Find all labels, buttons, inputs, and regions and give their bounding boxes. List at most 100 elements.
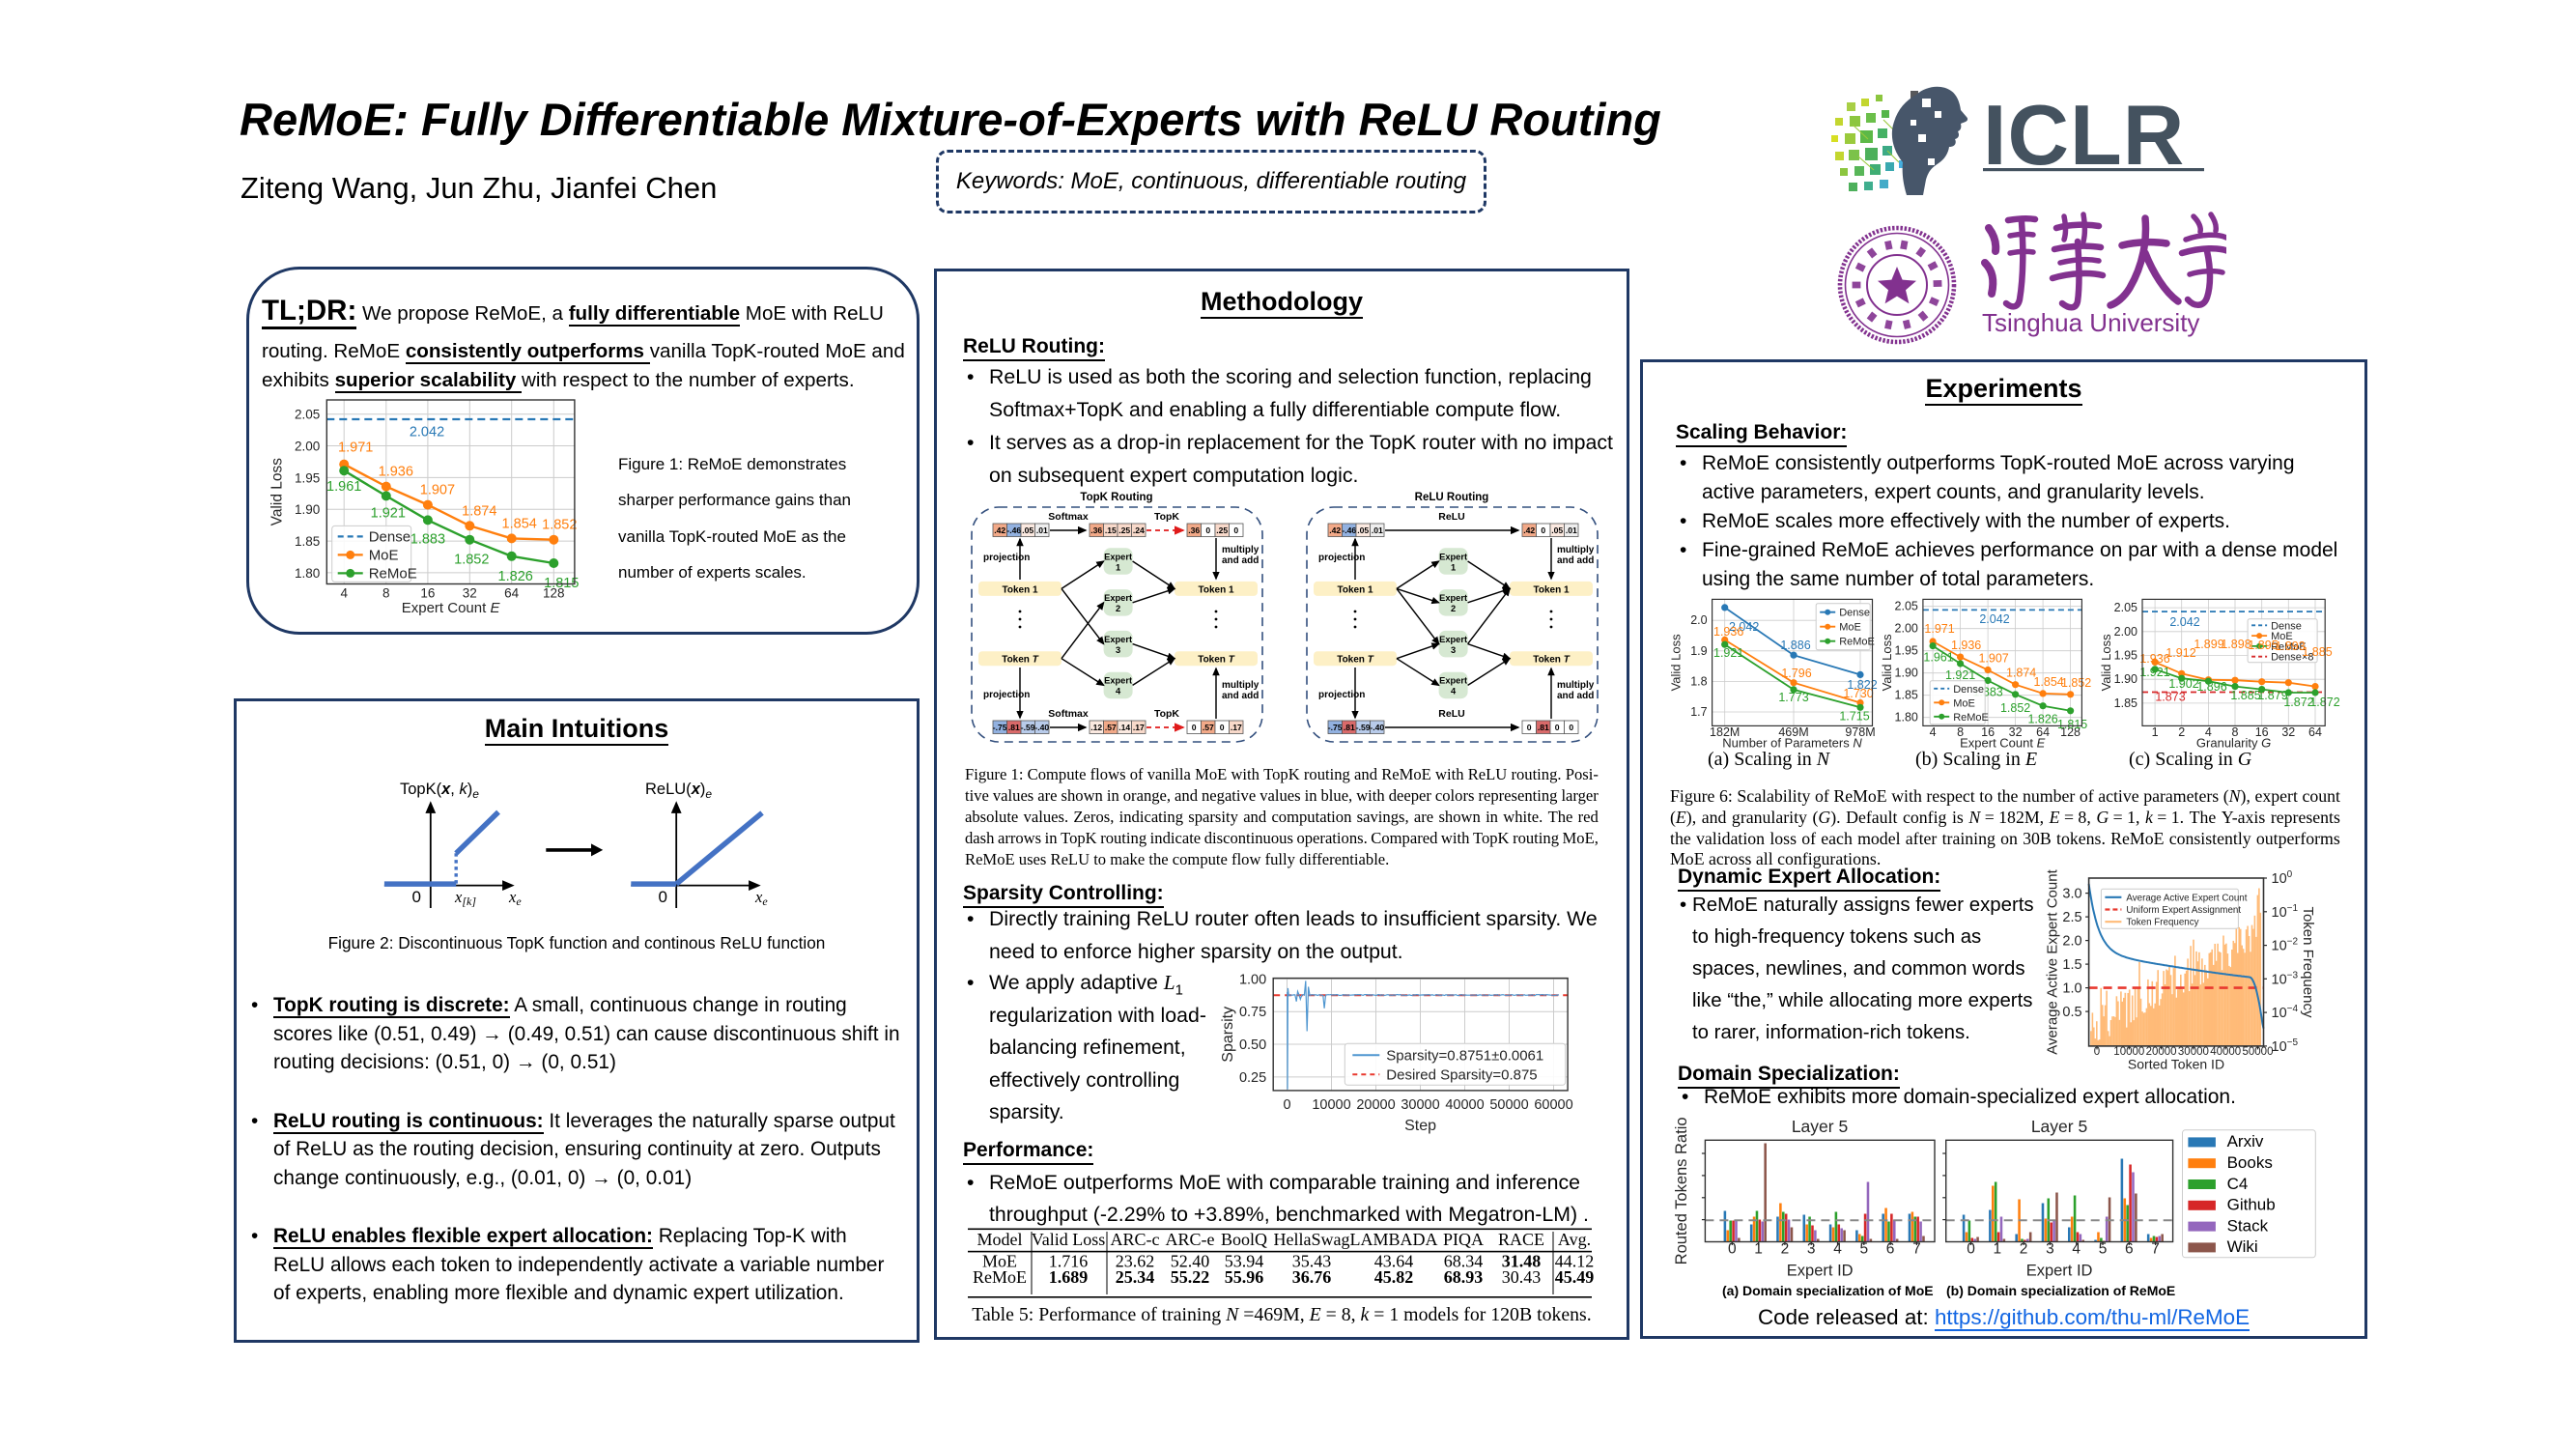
svg-text:projection: projection	[983, 553, 1030, 563]
svg-text:1.90: 1.90	[2114, 672, 2137, 686]
svg-text:-.46: -.46	[1342, 526, 1356, 535]
svg-text:1.689: 1.689	[1049, 1267, 1089, 1287]
svg-text:23.62: 23.62	[1116, 1252, 1155, 1271]
svg-text:10−2: 10−2	[2272, 937, 2299, 954]
svg-text:40000: 40000	[1445, 1097, 1484, 1113]
svg-text:10−4: 10−4	[2272, 1004, 2299, 1021]
svg-text:Expert: Expert	[1104, 635, 1132, 644]
svg-text:1.898: 1.898	[2221, 638, 2250, 651]
svg-text:.81: .81	[1008, 723, 1020, 732]
svg-text:4: 4	[1451, 687, 1457, 696]
svg-text:MoE: MoE	[369, 547, 399, 563]
svg-text:4: 4	[1116, 687, 1121, 696]
svg-text:Expert: Expert	[1104, 593, 1132, 603]
svg-text:Wiki: Wiki	[2227, 1237, 2258, 1256]
svg-text:2.00: 2.00	[2114, 625, 2137, 639]
svg-text:ICLR: ICLR	[1983, 87, 2185, 183]
svg-text:0.50: 0.50	[1239, 1037, 1266, 1053]
svg-text:32: 32	[2009, 725, 2023, 739]
svg-text:.42: .42	[994, 526, 1005, 535]
svg-text:Dense: Dense	[2271, 620, 2302, 632]
svg-text:1.879: 1.879	[2257, 689, 2287, 702]
svg-text:1.5: 1.5	[2062, 957, 2081, 973]
svg-text:1.921: 1.921	[371, 505, 406, 521]
svg-text:1.893: 1.893	[2275, 639, 2305, 653]
svg-text:ReMoE: ReMoE	[973, 1267, 1027, 1287]
svg-text:ReLU(x)e: ReLU(x)e	[645, 781, 712, 801]
svg-text:1.715: 1.715	[1839, 710, 1869, 724]
svg-text:ARC-c: ARC-c	[1111, 1230, 1160, 1249]
svg-text:7: 7	[2151, 1241, 2160, 1258]
svg-text:6: 6	[2125, 1241, 2134, 1258]
svg-text:1.85: 1.85	[295, 534, 320, 549]
svg-text:-.46: -.46	[1006, 526, 1021, 535]
svg-text:Token Frequency: Token Frequency	[2126, 918, 2198, 928]
svg-text:978M: 978M	[1845, 725, 1875, 739]
svg-text:Token T: Token T	[1002, 655, 1038, 666]
svg-text:2.05: 2.05	[2114, 601, 2137, 614]
svg-text:-.59: -.59	[1021, 723, 1035, 732]
svg-text:xe: xe	[508, 888, 522, 908]
svg-text:0: 0	[1192, 723, 1197, 732]
svg-text:MoE: MoE	[1953, 697, 1975, 709]
svg-text:.24: .24	[1133, 526, 1145, 535]
svg-text:1.874: 1.874	[2006, 667, 2036, 680]
svg-text:Expert Count E: Expert Count E	[1960, 735, 2046, 750]
svg-text:1.90: 1.90	[1895, 667, 1918, 680]
svg-text:2.00: 2.00	[295, 440, 320, 454]
svg-text:5: 5	[2099, 1241, 2108, 1258]
svg-text:4: 4	[1930, 725, 1937, 739]
svg-text:ReLU Routing: ReLU Routing	[1415, 492, 1489, 503]
svg-text:.05: .05	[1357, 526, 1369, 535]
svg-text:0: 0	[412, 888, 421, 906]
svg-text:1.95: 1.95	[1895, 644, 1918, 658]
svg-text:182M: 182M	[1710, 725, 1740, 739]
svg-text:4: 4	[2072, 1241, 2081, 1258]
svg-text:and add: and add	[1557, 691, 1594, 701]
svg-text:2.0: 2.0	[2062, 934, 2081, 950]
svg-text:Average Active Expert Count: Average Active Expert Count	[2126, 893, 2247, 903]
svg-text:3: 3	[2046, 1241, 2054, 1258]
svg-text:Model: Model	[977, 1230, 1023, 1249]
svg-text:4: 4	[2205, 725, 2212, 739]
svg-text:Token T: Token T	[1337, 655, 1373, 666]
svg-text:Token 1: Token 1	[1533, 584, 1569, 595]
svg-text:6: 6	[1886, 1241, 1895, 1258]
svg-text:HellaSwag: HellaSwag	[1274, 1230, 1350, 1249]
svg-text:1: 1	[2152, 725, 2159, 739]
svg-text:.05: .05	[1022, 526, 1033, 535]
svg-text:.42: .42	[1523, 526, 1535, 535]
svg-text:-.59: -.59	[1356, 723, 1371, 732]
svg-text:1.8: 1.8	[1690, 674, 1707, 688]
svg-text:-.40: -.40	[1034, 723, 1049, 732]
svg-text:Sparsity: Sparsity	[1220, 1007, 1236, 1063]
svg-text:Desired Sparsity=0.875: Desired Sparsity=0.875	[1386, 1066, 1537, 1083]
svg-text:TopK: TopK	[1154, 708, 1179, 720]
svg-text:1.921: 1.921	[2139, 666, 2169, 679]
svg-text:128: 128	[2060, 725, 2081, 739]
svg-text:multiply: multiply	[1222, 545, 1260, 555]
svg-text:ReLU: ReLU	[1438, 708, 1464, 720]
svg-text:C4: C4	[2227, 1175, 2249, 1193]
svg-text:100: 100	[2272, 869, 2293, 887]
svg-text:44.12: 44.12	[1555, 1252, 1595, 1271]
svg-text:1.936: 1.936	[379, 465, 413, 480]
svg-text:Valid Loss: Valid Loss	[269, 458, 285, 526]
svg-text:Arxiv: Arxiv	[2227, 1132, 2264, 1151]
svg-text:0: 0	[1233, 526, 1238, 535]
svg-text:2.0: 2.0	[1690, 613, 1707, 627]
svg-text:Github: Github	[2227, 1196, 2276, 1214]
svg-text:35.43: 35.43	[1292, 1252, 1332, 1271]
svg-text:.17: .17	[1133, 723, 1145, 732]
svg-text:8: 8	[1957, 725, 1964, 739]
svg-text:Token 1: Token 1	[1198, 584, 1233, 595]
svg-text:1.936: 1.936	[2139, 652, 2169, 666]
svg-text:MoE: MoE	[2271, 631, 2293, 642]
svg-text:Valid Loss: Valid Loss	[1880, 634, 1894, 692]
svg-text:1.899: 1.899	[2194, 638, 2223, 651]
svg-text:ReMoE: ReMoE	[1839, 637, 1875, 648]
svg-text:1: 1	[1451, 562, 1456, 572]
svg-text:multiply: multiply	[1557, 545, 1595, 555]
svg-text:53.94: 53.94	[1225, 1252, 1264, 1271]
svg-text:and add: and add	[1222, 555, 1259, 566]
